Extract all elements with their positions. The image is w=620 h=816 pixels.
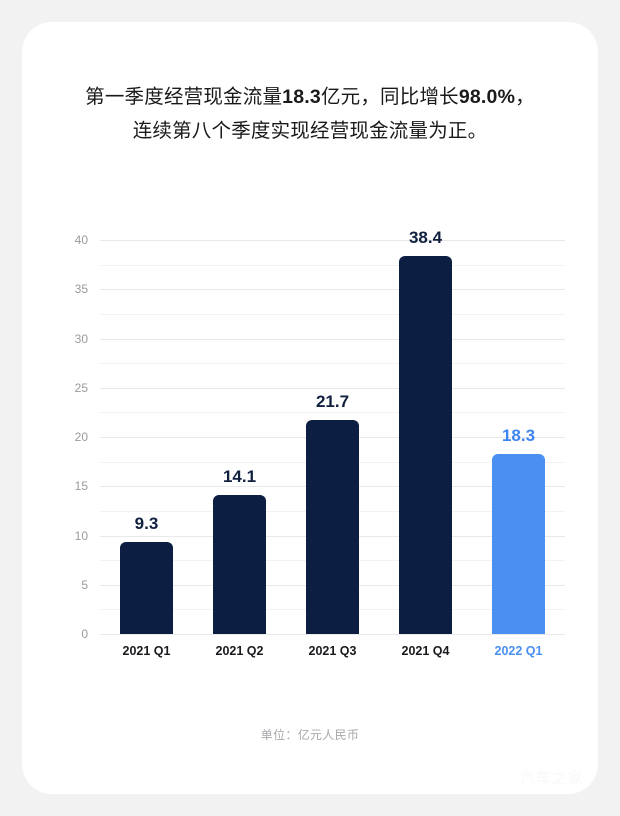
chart-card: 第一季度经营现金流量18.3亿元，同比增长98.0%， 连续第八个季度实现经营现…	[22, 22, 598, 794]
bar-value-label: 14.1	[222, 467, 257, 487]
bar[interactable]	[306, 420, 359, 634]
gridline-major	[100, 289, 565, 291]
bar-value-label: 38.4	[408, 227, 443, 247]
bar-chart: 0 5 10 15 20 25 30 35 40 9.3 14.1 21.7 38.4 18.3 202…	[22, 22, 598, 794]
y-axis-tick-label: 35	[74, 282, 88, 297]
y-axis-tick-label: 5	[81, 577, 88, 592]
title-line1-mid: 亿元，同比增长	[320, 86, 459, 108]
gridline-minor	[100, 412, 565, 414]
y-axis-tick-label: 15	[74, 479, 88, 494]
title-line1-bold-value: 18.3	[282, 86, 321, 108]
bar-value-label: 18.3	[501, 425, 536, 445]
y-axis-tick-label: 20	[74, 430, 88, 444]
gridline-minor	[100, 363, 565, 365]
bar-slot: 21.7	[306, 240, 359, 634]
x-axis-label: 2021 Q3	[308, 644, 357, 658]
page-title: 第一季度经营现金流量18.3亿元，同比增长98.0%， 连续第八个季度实现经营现…	[22, 80, 598, 148]
y-axis-tick-label: 25	[74, 380, 88, 395]
x-axis-label: 2022 Q1	[494, 644, 543, 658]
title-line1-prefix: 第一季度经营现金流量	[85, 86, 283, 108]
title-line1-suffix: ，	[515, 86, 535, 108]
title-line-2: 连续第八个季度实现经营现金流量为正。	[132, 120, 488, 142]
bar-slot: 9.3	[120, 240, 173, 634]
unit-footnote: 单位：亿元人民币	[260, 728, 360, 742]
gridline-minor	[100, 264, 565, 266]
gridline-major	[100, 240, 565, 241]
bar[interactable]	[213, 495, 266, 634]
bar-slot: 18.3	[492, 240, 545, 634]
gridline-major	[100, 338, 565, 340]
bar-slot: 38.4	[399, 228, 452, 634]
x-axis-label: 2021 Q4	[401, 644, 450, 658]
y-axis-tick-label: 10	[74, 528, 88, 543]
gridline-major	[100, 387, 565, 389]
bar-slot: 14.1	[213, 240, 266, 634]
x-axis-labels: 2021 Q1 2021 Q2 2021 Q3 2021 Q4 2022 Q1	[100, 644, 565, 668]
y-axis-tick-label: 0	[81, 627, 88, 641]
bar-value-label: 21.7	[315, 392, 350, 412]
gridline-minor	[100, 313, 565, 315]
y-axis-tick-label: 40	[74, 233, 88, 247]
bar-series: 9.3 14.1 21.7 38.4 18.3	[100, 228, 565, 634]
watermark: 汽车之家	[519, 770, 584, 787]
gridline-major	[100, 634, 565, 635]
bar-value-label: 9.3	[134, 514, 159, 534]
x-axis-label: 2021 Q1	[122, 644, 171, 658]
title-line-1: 第一季度经营现金流量18.3亿元，同比增长98.0%，	[22, 80, 598, 114]
plot-area: 0 5 10 15 20 25 30 35 40 9.3 14.1 21.7 38.4 18.3	[75, 228, 565, 641]
bar[interactable]	[120, 542, 173, 634]
bar[interactable]	[399, 255, 452, 634]
title-line1-bold-percent: 98.0%	[458, 86, 516, 108]
x-axis-label: 2021 Q2	[215, 644, 264, 658]
y-axis-tick-label: 30	[74, 331, 88, 346]
bar[interactable]	[492, 453, 545, 634]
